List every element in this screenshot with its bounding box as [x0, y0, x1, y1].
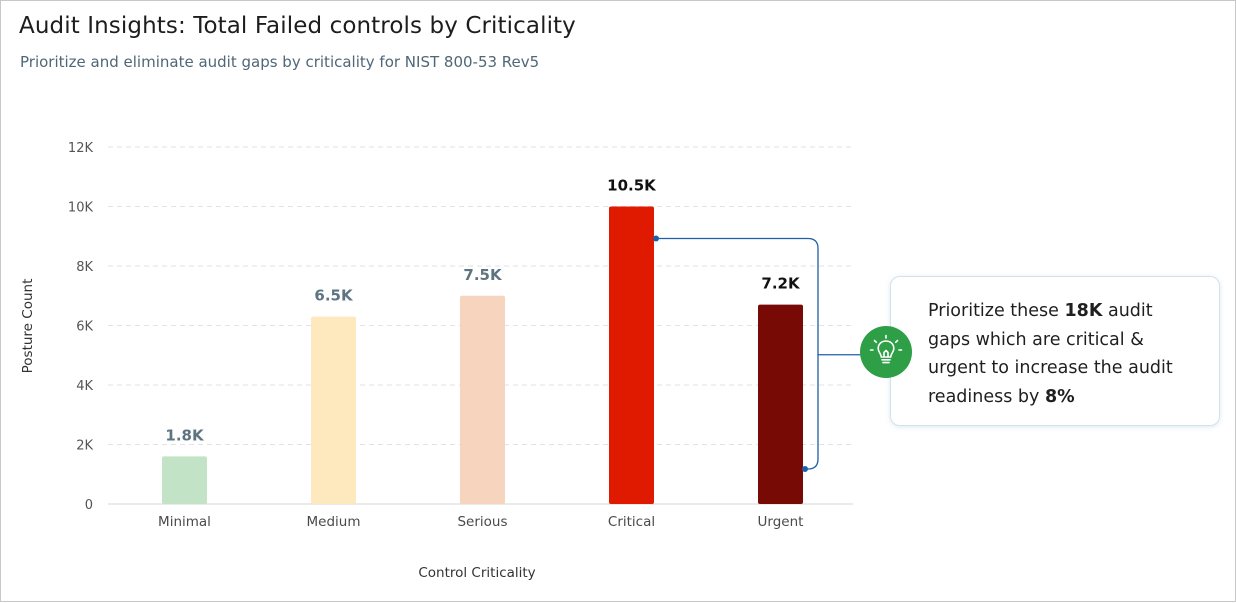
y-tick-label: 12K [68, 141, 94, 156]
bar-serious [460, 295, 505, 504]
y-axis-title: Posture Count [20, 279, 36, 374]
x-axis-title: Control Criticality [418, 565, 535, 581]
y-tick-label: 6K [76, 320, 93, 335]
x-axis-categories: Minimal Medium Serious Critical Urgent [158, 514, 803, 530]
bracket-line [656, 237, 819, 470]
bracket-dot-urgent [802, 466, 808, 472]
y-axis-ticks: 0 2K 4K 6K 8K 10K 12K [68, 141, 94, 513]
bracket-dot-critical [653, 235, 659, 242]
data-label-critical: 10.5K [607, 177, 657, 195]
y-tick-label: 2K [76, 439, 93, 454]
insight-callout: Prioritize these 18K audit gaps which ar… [890, 276, 1220, 426]
data-labels: 1.8K 6.5K 7.5K 10.5K 7.2K [165, 177, 801, 445]
bars [162, 206, 803, 504]
category-label-minimal: Minimal [158, 514, 211, 530]
bar-medium [311, 316, 356, 504]
bar-critical [609, 206, 654, 504]
callout-highlight-count: 18K [1064, 301, 1103, 321]
y-tick-label: 0 [85, 498, 93, 513]
category-label-serious: Serious [457, 514, 507, 530]
y-tick-label: 10K [68, 201, 94, 216]
category-label-urgent: Urgent [758, 514, 804, 530]
callout-highlight-percent: 8% [1044, 386, 1075, 407]
category-label-critical: Critical [608, 514, 655, 530]
callout-text-middle: audit gaps which are critical & urgent t… [928, 301, 1173, 407]
data-label-minimal: 1.8K [165, 426, 205, 444]
category-label-medium: Medium [307, 514, 361, 530]
chart-title: Audit Insights: Total Failed controls by… [19, 13, 576, 39]
bar-urgent [758, 304, 803, 504]
data-label-medium: 6.5K [314, 287, 354, 305]
callout-text-before: Prioritize these [928, 301, 1065, 321]
y-tick-label: 4K [76, 379, 93, 394]
y-tick-label: 8K [76, 260, 93, 275]
data-label-serious: 7.5K [463, 266, 503, 284]
bracket-connector [653, 235, 863, 472]
data-label-urgent: 7.2K [761, 275, 801, 293]
lightbulb-icon [860, 326, 912, 378]
bar-minimal [162, 456, 207, 504]
chart-subtitle: Prioritize and eliminate audit gaps by c… [20, 53, 540, 71]
